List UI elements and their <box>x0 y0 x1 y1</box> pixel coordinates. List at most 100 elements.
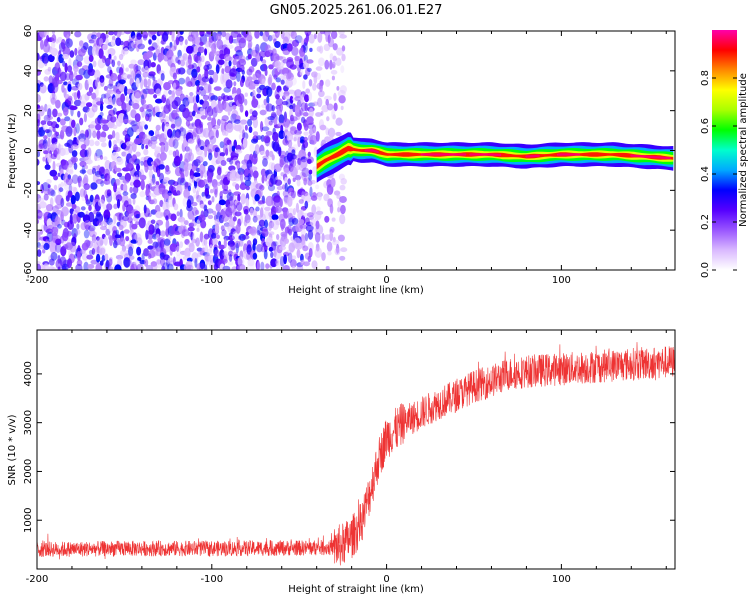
heatmap-cell-31 <box>39 82 44 87</box>
heatmap-cell-1069 <box>175 36 180 46</box>
heatmap-cell-680 <box>122 183 128 193</box>
heatmap-cell-885 <box>153 94 158 99</box>
heatmap-cell-506 <box>99 260 104 266</box>
heatmap-cell-521 <box>103 178 111 185</box>
heatmap-cell-489 <box>100 131 107 139</box>
heatmap-cell-1263 <box>199 86 204 91</box>
heatmap-cell-159 <box>55 99 61 109</box>
heatmap-cell-1979 <box>287 178 291 185</box>
heatmap-cell-253 <box>68 95 73 102</box>
heatmap-cell-1711 <box>255 43 260 55</box>
heatmap-cell-1840 <box>272 131 279 142</box>
heatmap-cell-183 <box>57 266 61 270</box>
heatmap-cell-158 <box>56 79 63 85</box>
heatmap-cell-25 <box>37 263 42 270</box>
heatmap-cell-1179 <box>188 222 195 228</box>
heatmap-cell-2170 <box>317 97 323 108</box>
heatmap-cell-994 <box>162 177 169 187</box>
heatmap-cell-1718 <box>257 104 261 109</box>
heatmap-cell-2031 <box>295 112 301 121</box>
heatmap-cell-73 <box>43 193 49 201</box>
heatmap-cell-2048 <box>294 242 303 250</box>
heatmap-cell-564 <box>111 35 116 41</box>
heatmap-cell-2005 <box>292 144 299 151</box>
heatmap-cell-92 <box>46 115 53 120</box>
heatmap-cell-1726 <box>255 214 262 220</box>
heatmap-cell-1580 <box>236 201 243 212</box>
heatmap-cell-785 <box>133 259 141 270</box>
heatmap-cell-1332 <box>207 83 212 94</box>
spectrogram-y-tick-label-5: 40 <box>23 64 34 77</box>
heatmap-cell-1702 <box>253 208 258 218</box>
heatmap-cell-1158 <box>187 64 195 69</box>
heatmap-cell-1669 <box>246 219 252 226</box>
heatmap-cell-553 <box>106 189 112 197</box>
heatmap-cell-487 <box>99 111 104 117</box>
ridge-peak-3 <box>525 154 540 158</box>
heatmap-cell-463 <box>95 178 104 185</box>
heatmap-cell-607 <box>115 131 120 141</box>
heatmap-cell-1048 <box>172 112 180 120</box>
heatmap-cell-1779 <box>265 149 270 157</box>
heatmap-cell-516 <box>102 124 110 132</box>
heatmap-cell-841 <box>143 248 150 257</box>
heatmap-cell-2049 <box>296 249 301 259</box>
heatmap-cell-1210 <box>192 186 197 194</box>
heatmap-cell-2263 <box>333 190 341 196</box>
heatmap-cell-1422 <box>221 68 225 75</box>
heatmap-cell-528 <box>103 236 108 246</box>
heatmap-cell-1240 <box>193 159 201 167</box>
heatmap-cell-1954 <box>283 254 287 265</box>
heatmap-cell-515 <box>101 119 109 124</box>
heatmap-cell-1792 <box>263 249 268 260</box>
heatmap-cell-1116 <box>177 216 186 223</box>
heatmap-cell-962 <box>158 164 165 170</box>
heatmap-cell-720 <box>128 246 134 257</box>
heatmap-cell-1218 <box>191 252 199 263</box>
heatmap-cell-1636 <box>245 185 250 191</box>
heatmap-cell-2040 <box>296 179 301 187</box>
heatmap-cell-2223 <box>326 103 334 111</box>
heatmap-cell-1789 <box>261 228 269 238</box>
heatmap-cell-305 <box>71 228 78 238</box>
heatmap-cell-686 <box>123 229 130 234</box>
heatmap-cell-2230 <box>326 184 334 195</box>
heatmap-cell-1571 <box>234 149 243 154</box>
heatmap-cell-1009 <box>169 41 173 48</box>
heatmap-cell-1598 <box>239 78 244 88</box>
heatmap-cell-1178 <box>187 210 195 220</box>
heatmap-cell-1106 <box>178 127 187 137</box>
heatmap-cell-703 <box>128 119 135 125</box>
heatmap-cell-1236 <box>197 138 202 147</box>
heatmap-cell-899 <box>150 219 156 225</box>
heatmap-cell-1382 <box>211 238 218 246</box>
heatmap-cell-191 <box>60 118 66 126</box>
heatmap-cell-2179 <box>314 211 322 221</box>
heatmap-cell-2014 <box>291 217 299 225</box>
heatmap-cell-904 <box>152 245 156 251</box>
heatmap-cell-2198 <box>321 252 326 261</box>
heatmap-cell-1448 <box>219 263 225 270</box>
heatmap-cell-404 <box>86 168 94 175</box>
heatmap-cell-1270 <box>199 123 203 133</box>
heatmap-cell-2019 <box>290 259 297 268</box>
heatmap-cell-332 <box>77 250 81 262</box>
heatmap-cell-1274 <box>199 151 205 162</box>
heatmap-cell-100 <box>46 179 52 184</box>
heatmap-cell-1080 <box>174 129 182 138</box>
heatmap-cell-833 <box>144 162 149 173</box>
heatmap-cell-1730 <box>256 244 263 253</box>
heatmap-cell-1693 <box>253 158 258 164</box>
heatmap-cell-2098 <box>304 102 309 112</box>
heatmap-cell-849 <box>148 71 156 77</box>
heatmap-cell-2224 <box>327 127 336 138</box>
heatmap-cell-1483 <box>222 265 231 270</box>
heatmap-cell-1102 <box>178 77 186 85</box>
heatmap-cell-959 <box>160 144 165 155</box>
spectrogram-x-tick-label-1: -100 <box>200 275 223 286</box>
heatmap-cell-481 <box>97 58 106 69</box>
heatmap-cell-1888 <box>275 259 280 266</box>
heatmap-cell-934 <box>156 219 164 226</box>
heatmap-cell-2282 <box>340 178 348 185</box>
heatmap-cell-1635 <box>244 179 252 187</box>
